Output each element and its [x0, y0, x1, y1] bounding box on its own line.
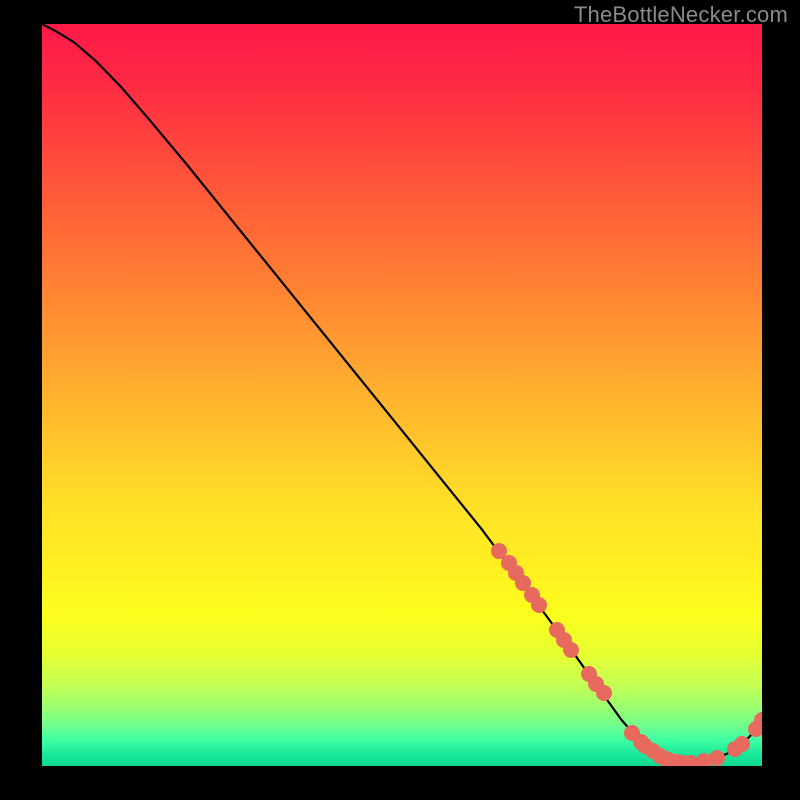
watermark-text: TheBottleNecker.com: [574, 2, 788, 28]
chart-root: TheBottleNecker.com: [0, 0, 800, 800]
data-marker: [596, 685, 612, 701]
data-marker: [734, 736, 750, 752]
data-marker: [709, 750, 725, 766]
plot-area: [42, 24, 762, 766]
bottleneck-curve: [42, 24, 762, 763]
curve-svg: [42, 24, 762, 766]
data-marker: [531, 597, 547, 613]
data-marker: [563, 642, 579, 658]
